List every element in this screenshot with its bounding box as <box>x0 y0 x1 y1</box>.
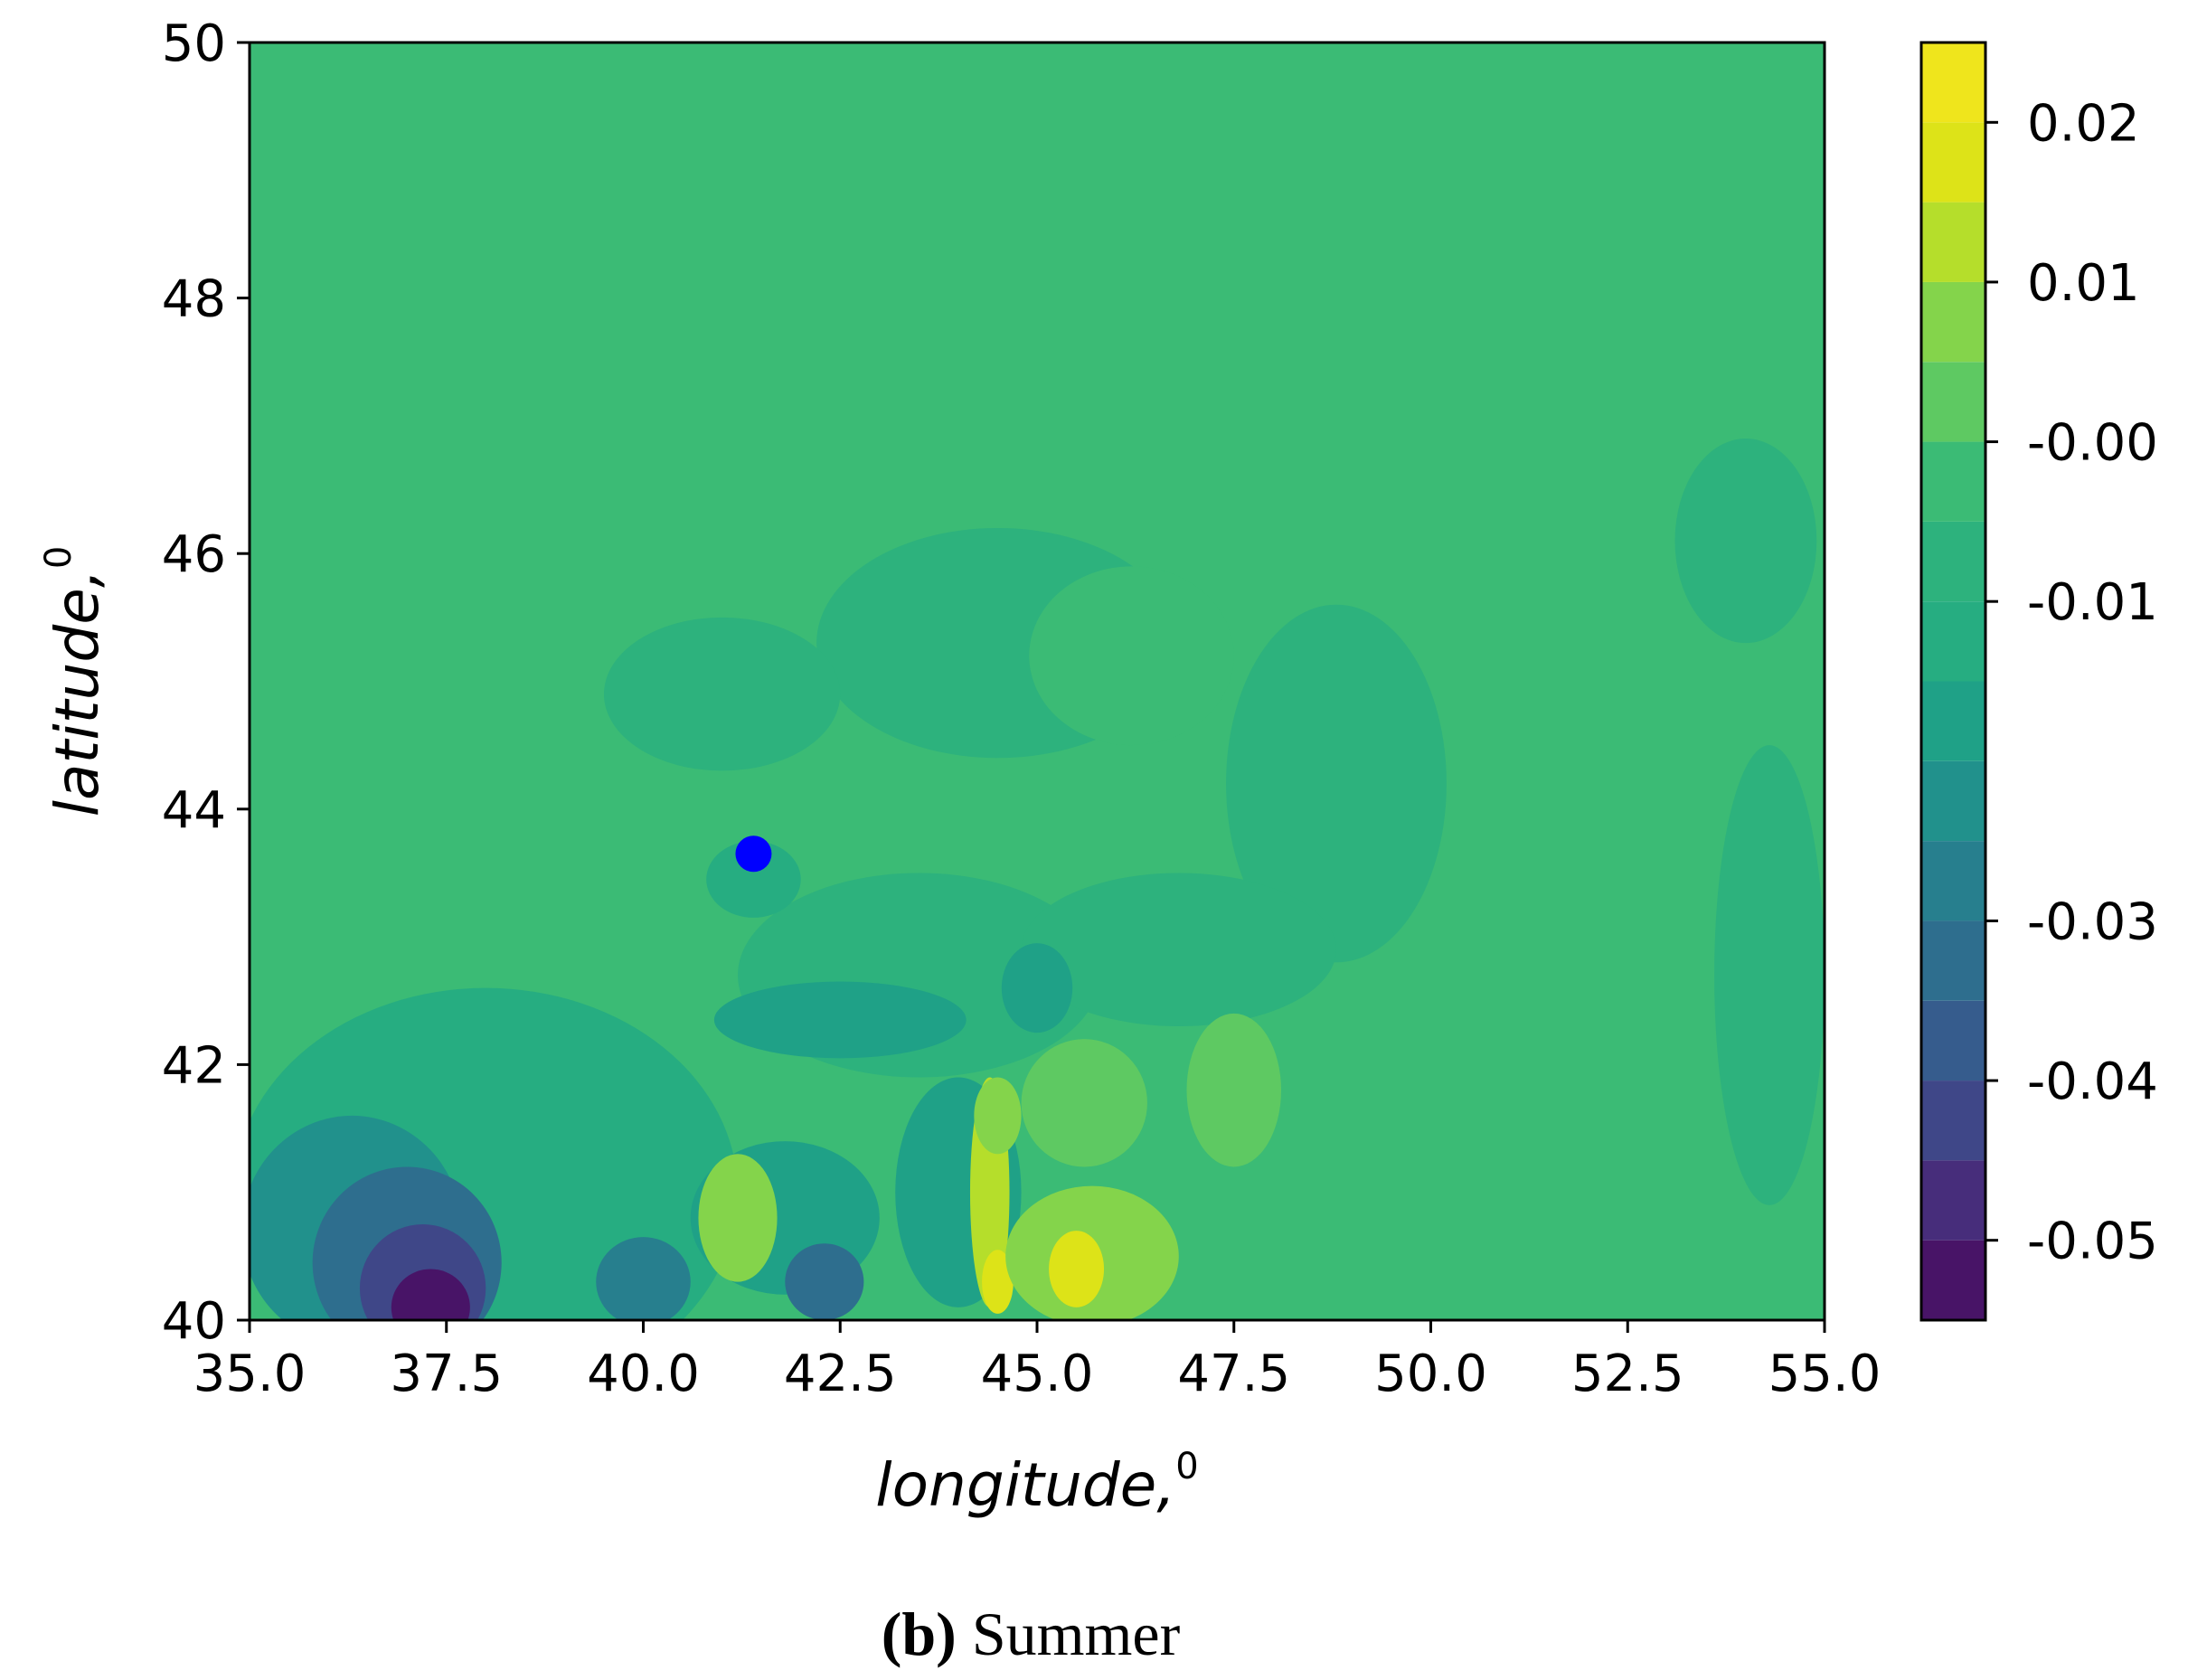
y-tick-label: 44 <box>162 781 226 840</box>
colorbar-band <box>1921 1240 1985 1320</box>
colorbar-band <box>1921 202 1985 282</box>
y-tick-label: 46 <box>162 525 226 584</box>
colorbar-tick-label: -0.03 <box>2027 892 2158 951</box>
colorbar-band <box>1921 920 1985 1001</box>
colorbar-band <box>1921 601 1985 682</box>
colorbar-tick-label: -0.04 <box>2027 1052 2158 1111</box>
colorbar-tick-label: 0.02 <box>2027 94 2140 153</box>
x-tick-label: 35.0 <box>193 1345 307 1403</box>
colorbar-band <box>1921 122 1985 203</box>
x-tick-label: 50.0 <box>1374 1345 1487 1403</box>
figure-caption: (b) Summer <box>882 1600 1181 1668</box>
contour-region-8 <box>706 841 801 918</box>
contour-region-25 <box>982 1250 1014 1314</box>
contour-region-27 <box>1049 1231 1105 1307</box>
x-tick-label: 37.5 <box>390 1345 503 1403</box>
colorbar-band <box>1921 362 1985 442</box>
x-tick-label: 42.5 <box>784 1345 897 1403</box>
contour-region-5 <box>1674 439 1817 644</box>
colorbar-tick-label: -0.05 <box>2027 1213 2158 1271</box>
location-marker <box>735 835 772 873</box>
y-tick-label: 42 <box>162 1036 226 1095</box>
y-axis-label: latitude,0 <box>38 546 112 817</box>
y-tick-label: 40 <box>162 1292 226 1351</box>
colorbar-band <box>1921 521 1985 602</box>
colorbar: -0.05 -0.04 -0.03 -0.01 -0.00 0.01 0.02 <box>1919 41 2158 1322</box>
contour-region-10 <box>1001 943 1073 1033</box>
contour-region-4 <box>1021 873 1336 1027</box>
x-tick-label: 55.0 <box>1768 1345 1881 1403</box>
contour-region-17 <box>391 1269 470 1320</box>
x-axis-label-text: longitude, <box>875 1450 1175 1520</box>
caption-letter: (b) <box>882 1600 957 1668</box>
x-axis-label-superscript: 0 <box>1175 1446 1198 1487</box>
x-axis-label: longitude,0 <box>875 1446 1198 1520</box>
colorbar-band <box>1921 1081 1985 1161</box>
contour-region-1 <box>603 617 841 771</box>
colorbar-band <box>1921 1000 1985 1081</box>
contour-region-2 <box>1226 604 1447 963</box>
contour-region-23 <box>698 1154 778 1282</box>
contour-region-9 <box>713 981 967 1059</box>
contour-region-7 <box>1029 566 1234 746</box>
colorbar-band <box>1921 441 1985 522</box>
colorbar-band <box>1921 841 1985 921</box>
colorbar-band <box>1921 281 1985 363</box>
colorbar-band <box>1921 681 1985 761</box>
colorbar-frame <box>1919 41 1987 1322</box>
x-tick-label: 52.5 <box>1571 1345 1684 1403</box>
contour-region-6 <box>1714 745 1825 1205</box>
x-tick-label: 40.0 <box>587 1345 700 1403</box>
y-tick-label: 48 <box>162 270 226 329</box>
colorbar-band <box>1921 42 1985 123</box>
x-tick-label: 45.0 <box>981 1345 1094 1403</box>
contour-region-28 <box>974 1077 1022 1155</box>
contour-region-12 <box>1186 1013 1282 1167</box>
colorbar-tick-label: 0.01 <box>2027 254 2140 313</box>
y-tick-label: 50 <box>162 14 226 73</box>
marker-layer <box>735 835 772 873</box>
y-axis-label-text: latitude, <box>42 569 112 816</box>
y-axis-label-superscript: 0 <box>38 546 80 569</box>
contour-field <box>250 42 1825 1320</box>
contour-region-18 <box>596 1237 691 1320</box>
contour-region-20 <box>785 1243 864 1320</box>
colorbar-tick-label: -0.00 <box>2027 414 2158 473</box>
contour-region-11 <box>1021 1039 1147 1167</box>
colorbar-tick-label: -0.01 <box>2027 573 2158 632</box>
y-axis: 40 42 44 46 48 50 <box>162 14 250 1351</box>
colorbar-band <box>1921 760 1985 842</box>
caption-text: Summer <box>957 1600 1181 1668</box>
x-tick-label: 47.5 <box>1177 1345 1290 1403</box>
x-axis: 35.0 37.5 40.0 42.5 45.0 47.5 50.0 52.5 55.0 <box>193 1320 1881 1403</box>
colorbar-band <box>1921 1160 1985 1241</box>
